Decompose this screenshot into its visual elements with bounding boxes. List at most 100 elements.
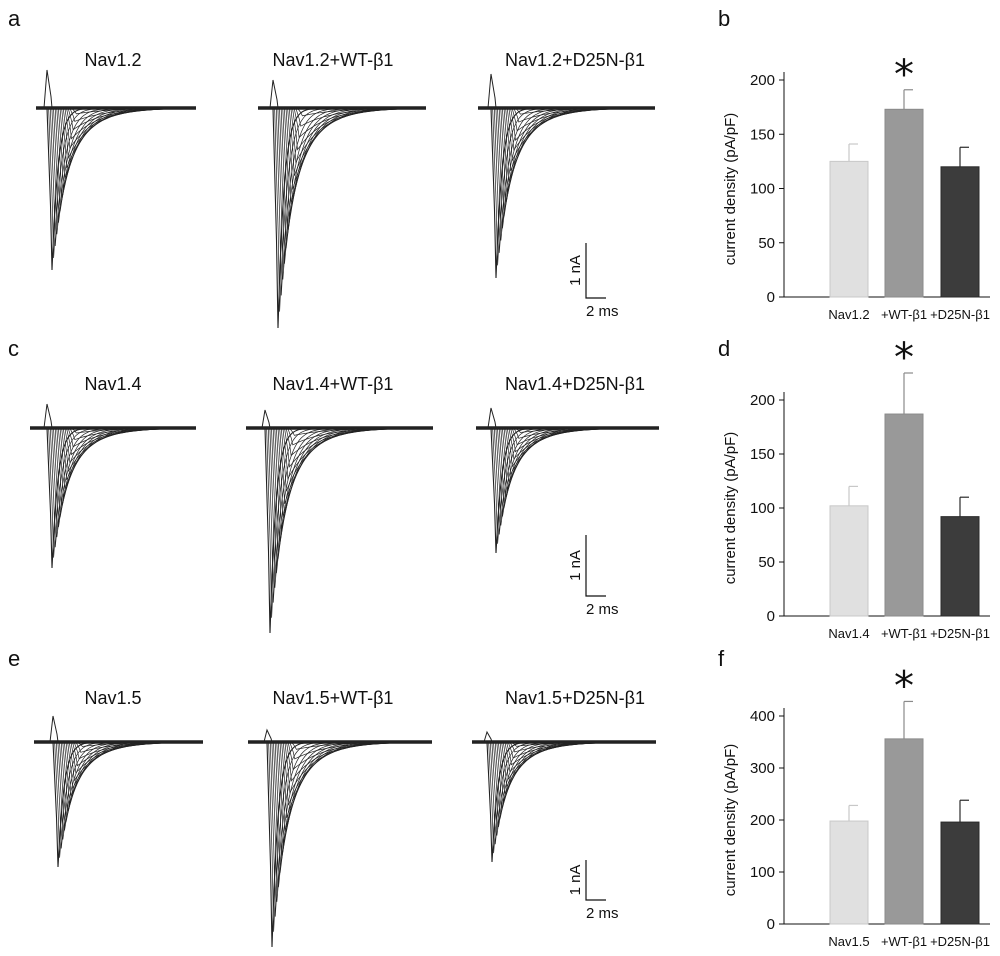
category-label: +D25N-β1: [930, 626, 990, 641]
y-axis-label: current density (pA/pF): [722, 744, 739, 897]
category-label: +WT-β1: [881, 626, 927, 641]
trace-title: Nav1.5+WT-β1: [273, 688, 394, 708]
y-tick-label: 400: [750, 708, 775, 725]
bar: [829, 820, 869, 925]
bar-chart-b: b 0 50 100 150 200 current density (pA/pF) Nav1…: [718, 6, 990, 322]
trace-family: [472, 730, 656, 863]
trace-title: Nav1.2+D25N-β1: [505, 50, 645, 70]
trace-family: [248, 728, 432, 948]
y-tick-label: 100: [750, 864, 775, 881]
y-tick-label: 0: [767, 916, 775, 933]
scale-bar-lines: [585, 860, 606, 901]
category-label: Nav1.2: [828, 307, 869, 322]
bar: [884, 413, 924, 617]
panel-label: c: [8, 336, 19, 361]
scale-time-label: 2 ms: [586, 905, 619, 922]
bar: [829, 160, 869, 298]
category-label: +D25N-β1: [930, 307, 990, 322]
y-tick-label: 200: [750, 812, 775, 829]
y-tick-label: 50: [758, 554, 775, 571]
bars-layer: b 0 50 100 150 200 current density (pA/pF) Nav1…: [718, 6, 990, 949]
trace-family: [478, 73, 655, 279]
capacitive-transient: [49, 715, 59, 743]
bar: [940, 166, 980, 298]
current-trace: [478, 107, 654, 205]
y-tick-label: 0: [767, 608, 775, 625]
trace-row-a: a Nav1.2 Nav1.2+WT-β1 Nav1.2+D25N-β1 1 nA2 m…: [8, 6, 655, 329]
current-trace: [258, 107, 425, 249]
trace-family: [30, 403, 196, 569]
trace-title: Nav1.5+D25N-β1: [505, 688, 645, 708]
current-trace: [476, 427, 658, 544]
category-label: Nav1.4: [828, 626, 869, 641]
significance-marker: *: [894, 52, 914, 98]
trace-title: Nav1.5: [84, 688, 141, 708]
y-tick-label: 0: [767, 289, 775, 306]
scale-current-label: 1 nA: [567, 255, 584, 286]
trace-family: [476, 407, 659, 554]
current-trace: [476, 427, 658, 460]
panel-label: a: [8, 6, 21, 31]
current-trace: [34, 741, 203, 831]
scale-current-label: 1 nA: [567, 865, 584, 896]
capacitive-transient: [487, 73, 497, 109]
current-trace: [34, 741, 202, 814]
scale-bar-lines: [585, 535, 606, 597]
capacitive-transient: [487, 407, 497, 429]
panel-label: e: [8, 646, 20, 671]
current-trace: [34, 741, 203, 840]
scale-time-label: 2 ms: [586, 303, 619, 320]
scale-bar: 1 nA2 ms: [567, 243, 619, 320]
bar: [829, 505, 869, 617]
trace-title: Nav1.4+WT-β1: [273, 374, 394, 394]
y-tick-label: 200: [750, 72, 775, 89]
significance-marker: *: [894, 663, 914, 709]
scale-bar: 1 nA 2 ms: [567, 535, 619, 618]
current-trace: [34, 741, 203, 822]
significance-marker: *: [894, 335, 914, 381]
y-axis-label: current density (pA/pF): [722, 432, 739, 585]
scale-bar-lines: [585, 243, 606, 299]
bar: [940, 516, 980, 617]
trace-title: Nav1.4+D25N-β1: [505, 374, 645, 394]
y-tick-label: 150: [750, 446, 775, 463]
scale-bar: 1 nA2 ms: [567, 860, 619, 922]
current-trace: [472, 741, 656, 854]
trace-family: [258, 79, 426, 329]
y-tick-label: 100: [750, 500, 775, 517]
category-label: +WT-β1: [881, 934, 927, 949]
trace-title: Nav1.2: [84, 50, 141, 70]
capacitive-transient: [43, 69, 53, 109]
current-trace: [248, 741, 431, 902]
trace-family: [246, 409, 433, 634]
panel-label: b: [718, 6, 730, 31]
y-tick-label: 200: [750, 392, 775, 409]
trace-title: Nav1.4: [84, 374, 141, 394]
scale-current-label: 1 nA: [567, 550, 584, 581]
bar-chart-d: d 0 50 100 150 200 current density (pA/pF) Nav1…: [718, 335, 990, 641]
panel-label: f: [718, 646, 725, 671]
y-tick-label: 100: [750, 181, 775, 198]
trace-title: Nav1.2+WT-β1: [273, 50, 394, 70]
bar: [884, 738, 924, 925]
bar: [884, 108, 924, 298]
trace-row-e: e Nav1.5 Nav1.5+WT-β1 Nav1.5+D25N-β1 1 nA2 m…: [8, 646, 656, 948]
y-tick-label: 150: [750, 126, 775, 143]
trace-row-c: c Nav1.4 Nav1.4+WT-β1 Nav1.4+D25N-β1 1 nA 2 m…: [8, 336, 659, 634]
trace-family: [34, 715, 203, 868]
bar: [940, 821, 980, 925]
capacitive-transient: [269, 79, 279, 109]
current-trace: [478, 107, 654, 253]
capacitive-transient: [43, 403, 53, 429]
scale-time-label: 2 ms: [586, 601, 619, 618]
y-tick-label: 50: [758, 235, 775, 252]
capacitive-transient: [261, 409, 271, 429]
y-tick-label: 300: [750, 760, 775, 777]
category-label: +WT-β1: [881, 307, 927, 322]
panel-label: d: [718, 336, 730, 361]
y-axis-label: current density (pA/pF): [722, 113, 739, 266]
category-label: Nav1.5: [828, 934, 869, 949]
capacitive-transient: [263, 728, 273, 743]
